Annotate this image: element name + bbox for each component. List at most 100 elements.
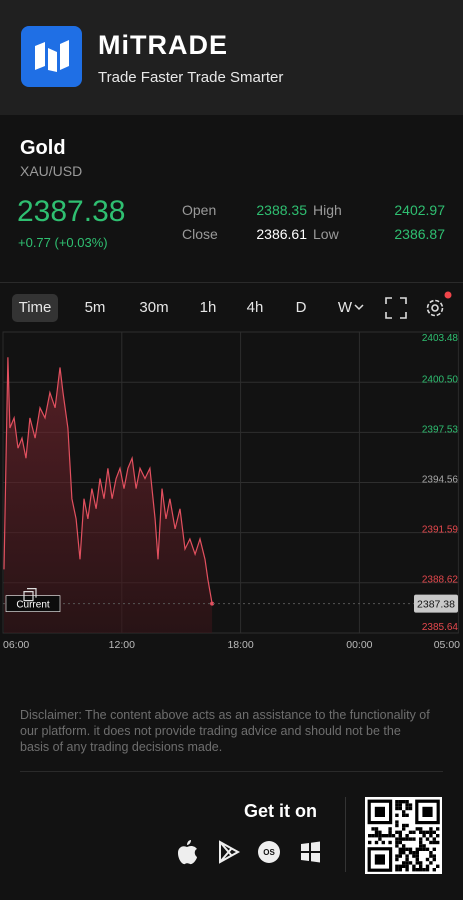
- tab[interactable]: 4h: [246, 299, 264, 316]
- tab[interactable]: D: [295, 299, 307, 316]
- qr-cell: [402, 837, 406, 841]
- chart: 2403.48 2400.50 2397.53 2394.56 2391.59 2388.…: [2, 331, 460, 651]
- qr-cell: [419, 868, 423, 872]
- stat-label: High: [313, 202, 342, 218]
- qr-cell: [415, 857, 419, 862]
- x-tick-label: 12:00: [109, 639, 135, 651]
- x-tick-label: 05:00: [434, 639, 460, 651]
- qr-cell: [408, 830, 413, 834]
- qr-cell: [398, 847, 402, 851]
- qr-cell: [432, 847, 436, 851]
- qr-finder-dot: [422, 806, 433, 817]
- os-badge: OS: [263, 848, 275, 857]
- qr-cell: [402, 810, 406, 814]
- qr-cell: [388, 834, 392, 838]
- stat-label: Open: [182, 202, 217, 218]
- qr-cell: [395, 837, 399, 841]
- y-tick-label: 2403.48: [422, 333, 459, 344]
- play-icon[interactable]: [219, 840, 241, 864]
- qr-cell: [395, 864, 399, 868]
- qr-cell: [402, 800, 406, 804]
- qr-cell: [374, 834, 379, 838]
- windows-icon[interactable]: [301, 841, 320, 863]
- y-tick-label: 2391.59: [422, 525, 459, 536]
- settings-icon[interactable]: [423, 290, 455, 320]
- qr-cell: [398, 864, 402, 868]
- qr-cell: [436, 827, 440, 831]
- qr-cell: [381, 834, 385, 838]
- qr-cell: [412, 868, 416, 872]
- qr-cell: [374, 840, 379, 845]
- qr-cell: [419, 840, 423, 845]
- divider: [345, 797, 346, 872]
- qr-cell: [432, 840, 436, 845]
- qr-cell: [398, 837, 402, 841]
- y-tick-label: 2397.53: [422, 424, 459, 435]
- brand: MiTRADE: [98, 30, 228, 60]
- qr-cell: [381, 840, 385, 845]
- qr-cell: [412, 854, 416, 858]
- qr-cell: [415, 868, 419, 872]
- tab-selected[interactable]: Time: [12, 294, 58, 322]
- last-point: [210, 601, 215, 606]
- current-icon: [23, 588, 37, 602]
- fullscreen-icon[interactable]: [385, 297, 407, 319]
- qr-cell: [398, 868, 402, 872]
- qr-cell: [405, 861, 409, 865]
- qr-cell: [422, 844, 426, 848]
- qr-cell: [408, 847, 413, 851]
- qr-cell: [429, 861, 433, 865]
- qr-cell: [395, 857, 399, 862]
- qr-cell: [436, 864, 440, 868]
- qr-cell: [405, 864, 409, 868]
- qr-finder: [367, 847, 393, 872]
- qr-cell: [415, 827, 419, 831]
- qr-cell: [378, 834, 382, 838]
- qr-cell: [405, 837, 409, 841]
- qr-cell: [395, 844, 399, 848]
- qr-cell: [371, 827, 375, 831]
- qr-cell: [395, 820, 399, 824]
- qr-cell: [402, 823, 406, 828]
- tab[interactable]: 5m: [84, 299, 106, 316]
- qr-cell: [405, 823, 409, 828]
- qr-cell: [436, 840, 440, 845]
- qr-cell: [395, 840, 399, 845]
- qr-cell: [398, 840, 402, 845]
- os-icon[interactable]: [258, 841, 280, 863]
- qr-cell: [412, 851, 416, 855]
- stat-value: 2386.87: [394, 226, 445, 242]
- tab[interactable]: 30m: [139, 299, 169, 316]
- chevron[interactable]: [354, 303, 364, 311]
- apple-icon[interactable]: [178, 840, 197, 865]
- qr-cell: [429, 827, 433, 831]
- qr-cell: [412, 830, 416, 834]
- qr-cell: [419, 864, 423, 868]
- qr-cell: [398, 803, 402, 807]
- qr-cell: [432, 830, 436, 834]
- qr-cell: [408, 806, 413, 811]
- logo[interactable]: [21, 26, 82, 87]
- qr-finder: [415, 799, 440, 825]
- qr-cell: [415, 851, 419, 855]
- y-tick-label: 2385.64: [422, 622, 459, 633]
- qr-cell: [374, 827, 379, 831]
- qr-cell: [388, 827, 392, 831]
- qr-cell: [402, 827, 406, 831]
- get-it-on: Get it on: [244, 801, 317, 821]
- tab[interactable]: 1h: [199, 299, 217, 316]
- qr-cell: [429, 834, 433, 838]
- qr-cell: [422, 847, 426, 851]
- qr-cell: [395, 868, 399, 872]
- y-tick-label: 2400.50: [422, 374, 459, 385]
- qr-cell: [412, 864, 416, 868]
- tab[interactable]: W: [337, 299, 353, 316]
- qr-cell: [405, 803, 409, 807]
- qr-cell: [374, 830, 379, 834]
- qr-cell: [402, 813, 406, 817]
- qr-cell: [419, 847, 423, 851]
- qr-cell: [422, 830, 426, 834]
- qr-finder-dot: [374, 854, 385, 865]
- price: 2387.38: [17, 195, 126, 228]
- qr-cell: [432, 837, 436, 841]
